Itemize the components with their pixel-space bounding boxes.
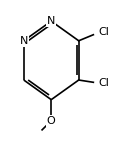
Text: Cl: Cl <box>99 27 110 37</box>
Text: Cl: Cl <box>99 78 110 88</box>
Text: N: N <box>20 36 28 46</box>
Text: N: N <box>47 16 55 26</box>
Text: O: O <box>47 116 56 126</box>
